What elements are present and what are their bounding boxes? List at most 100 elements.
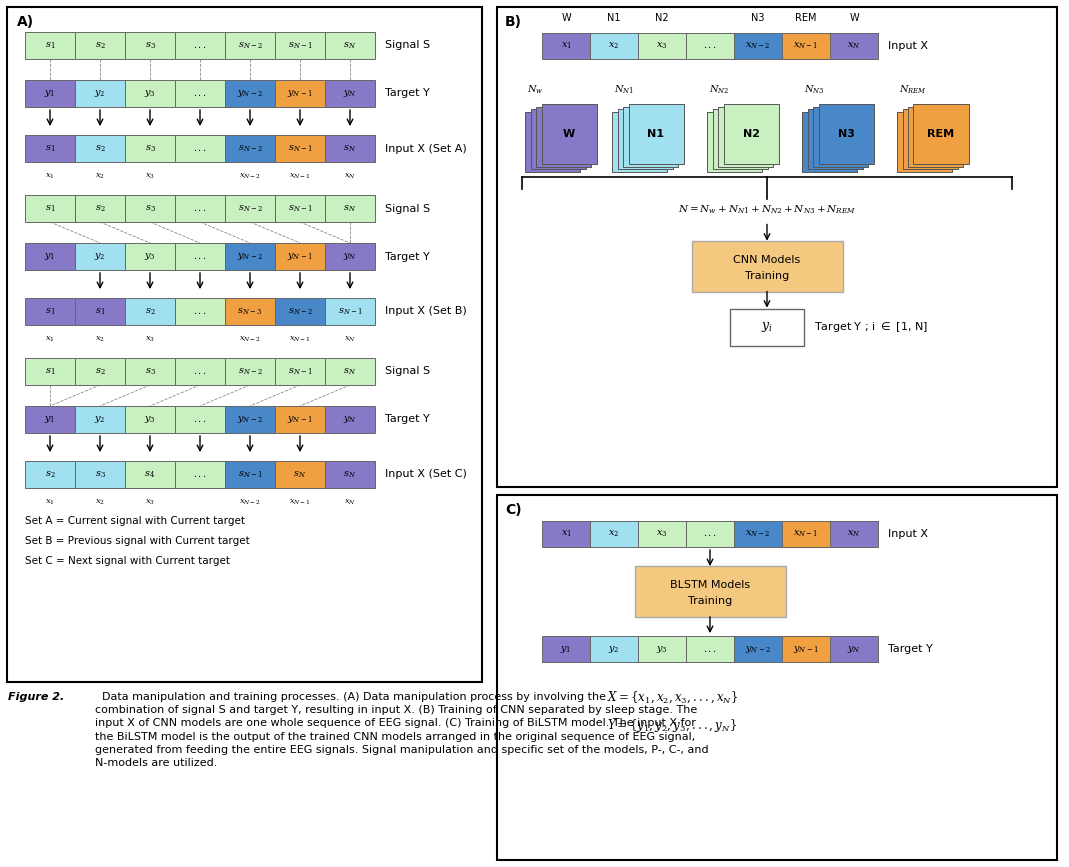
FancyBboxPatch shape bbox=[325, 135, 375, 162]
Text: $...$: $...$ bbox=[193, 367, 207, 376]
FancyBboxPatch shape bbox=[830, 521, 878, 547]
Text: Data manipulation and training processes. (A) Data manipulation process by invol: Data manipulation and training processes… bbox=[95, 692, 709, 768]
FancyBboxPatch shape bbox=[275, 243, 325, 270]
FancyBboxPatch shape bbox=[897, 112, 952, 172]
FancyBboxPatch shape bbox=[686, 521, 734, 547]
Text: $s_{N-2}$: $s_{N-2}$ bbox=[237, 203, 263, 214]
Text: $s_{N-2}$: $s_{N-2}$ bbox=[237, 143, 263, 153]
Bar bbox=[497, 7, 1057, 487]
FancyBboxPatch shape bbox=[638, 636, 686, 662]
Text: $x_{N-1}$: $x_{N-1}$ bbox=[793, 41, 819, 51]
Text: $N_{N2}$: $N_{N2}$ bbox=[709, 83, 729, 95]
FancyBboxPatch shape bbox=[224, 461, 275, 488]
Text: $...$: $...$ bbox=[193, 204, 207, 213]
FancyBboxPatch shape bbox=[908, 107, 963, 166]
FancyBboxPatch shape bbox=[75, 32, 125, 59]
Text: $x_3$: $x_3$ bbox=[656, 41, 668, 51]
Text: Target Y: Target Y bbox=[385, 414, 430, 425]
Text: $x_{N-1}$: $x_{N-1}$ bbox=[793, 529, 819, 539]
FancyBboxPatch shape bbox=[175, 298, 224, 325]
FancyBboxPatch shape bbox=[25, 406, 75, 433]
Bar bbox=[7, 7, 482, 682]
Text: Set B = Previous signal with Current target: Set B = Previous signal with Current tar… bbox=[25, 536, 250, 546]
Text: $s_N$: $s_N$ bbox=[294, 469, 307, 479]
Text: $y_3$: $y_3$ bbox=[144, 414, 156, 425]
Text: Signal S: Signal S bbox=[385, 204, 430, 213]
Text: REM: REM bbox=[795, 13, 817, 23]
Text: $x_2$: $x_2$ bbox=[95, 498, 105, 507]
FancyBboxPatch shape bbox=[819, 104, 873, 164]
Text: $s_2$: $s_2$ bbox=[45, 469, 56, 479]
Text: $s_1$: $s_1$ bbox=[95, 306, 105, 316]
FancyBboxPatch shape bbox=[175, 358, 224, 385]
FancyBboxPatch shape bbox=[730, 309, 804, 346]
Text: $x_1$: $x_1$ bbox=[45, 498, 55, 507]
Text: $...$: $...$ bbox=[703, 530, 717, 538]
FancyBboxPatch shape bbox=[25, 32, 75, 59]
FancyBboxPatch shape bbox=[638, 521, 686, 547]
FancyBboxPatch shape bbox=[25, 243, 75, 270]
Text: Set C = Next signal with Current target: Set C = Next signal with Current target bbox=[25, 556, 230, 566]
FancyBboxPatch shape bbox=[830, 636, 878, 662]
FancyBboxPatch shape bbox=[275, 195, 325, 222]
Text: $x_{N-1}$: $x_{N-1}$ bbox=[289, 498, 311, 507]
Text: $x_N$: $x_N$ bbox=[344, 335, 356, 344]
FancyBboxPatch shape bbox=[713, 109, 768, 169]
Text: $s_{N-1}$: $s_{N-1}$ bbox=[288, 366, 312, 377]
Text: $s_N$: $s_N$ bbox=[343, 143, 357, 153]
FancyBboxPatch shape bbox=[224, 135, 275, 162]
FancyBboxPatch shape bbox=[325, 358, 375, 385]
Text: $x_2$: $x_2$ bbox=[608, 529, 620, 539]
Text: $N_w$: $N_w$ bbox=[527, 83, 543, 95]
Text: $s_{N-1}$: $s_{N-1}$ bbox=[288, 203, 312, 214]
Text: $x_{N-2}$: $x_{N-2}$ bbox=[745, 41, 771, 51]
Text: $s_1$: $s_1$ bbox=[45, 143, 56, 153]
Text: $s_1$: $s_1$ bbox=[45, 203, 56, 214]
Text: $y_3$: $y_3$ bbox=[144, 88, 156, 99]
FancyBboxPatch shape bbox=[686, 33, 734, 59]
Text: $s_4$: $s_4$ bbox=[144, 469, 155, 479]
Text: CNN Models: CNN Models bbox=[733, 255, 801, 265]
Text: $x_1$: $x_1$ bbox=[45, 172, 55, 181]
Text: $y_2$: $y_2$ bbox=[94, 251, 106, 262]
Text: $x_3$: $x_3$ bbox=[145, 335, 155, 344]
Text: $s_N$: $s_N$ bbox=[343, 40, 357, 51]
FancyBboxPatch shape bbox=[75, 80, 125, 107]
FancyBboxPatch shape bbox=[224, 80, 275, 107]
FancyBboxPatch shape bbox=[75, 461, 125, 488]
Text: $s_{N-1}$: $s_{N-1}$ bbox=[338, 306, 362, 316]
Text: Training: Training bbox=[687, 596, 732, 607]
Text: $s_3$: $s_3$ bbox=[144, 203, 155, 214]
Text: $s_N$: $s_N$ bbox=[343, 366, 357, 377]
FancyBboxPatch shape bbox=[814, 107, 868, 166]
Text: $s_2$: $s_2$ bbox=[95, 366, 106, 377]
FancyBboxPatch shape bbox=[75, 135, 125, 162]
FancyBboxPatch shape bbox=[902, 109, 958, 169]
Text: $x_{N-2}$: $x_{N-2}$ bbox=[238, 335, 261, 344]
Text: $y_{N-1}$: $y_{N-1}$ bbox=[793, 643, 819, 655]
Text: $...$: $...$ bbox=[193, 89, 207, 98]
Text: A): A) bbox=[17, 15, 34, 29]
FancyBboxPatch shape bbox=[783, 33, 830, 59]
Text: $s_3$: $s_3$ bbox=[144, 40, 155, 51]
Text: $x_{N-2}$: $x_{N-2}$ bbox=[745, 529, 771, 539]
FancyBboxPatch shape bbox=[175, 461, 224, 488]
Text: $...$: $...$ bbox=[193, 470, 207, 479]
FancyBboxPatch shape bbox=[325, 80, 375, 107]
Text: $Y = \{y_1, y_2, y_3, ..., y_N\}$: $Y = \{y_1, y_2, y_3, ..., y_N\}$ bbox=[607, 717, 737, 734]
FancyBboxPatch shape bbox=[224, 298, 275, 325]
Text: $s_{N-1}$: $s_{N-1}$ bbox=[288, 40, 312, 51]
Text: $s_2$: $s_2$ bbox=[144, 306, 155, 316]
Text: $x_1$: $x_1$ bbox=[560, 41, 572, 51]
FancyBboxPatch shape bbox=[734, 33, 783, 59]
FancyBboxPatch shape bbox=[542, 33, 590, 59]
FancyBboxPatch shape bbox=[830, 33, 878, 59]
Text: $y_{N-2}$: $y_{N-2}$ bbox=[237, 414, 263, 425]
FancyBboxPatch shape bbox=[25, 135, 75, 162]
FancyBboxPatch shape bbox=[125, 461, 175, 488]
FancyBboxPatch shape bbox=[25, 80, 75, 107]
Text: $...$: $...$ bbox=[193, 41, 207, 50]
Text: BLSTM Models: BLSTM Models bbox=[670, 581, 750, 590]
Text: $s_2$: $s_2$ bbox=[95, 203, 106, 214]
FancyBboxPatch shape bbox=[275, 135, 325, 162]
